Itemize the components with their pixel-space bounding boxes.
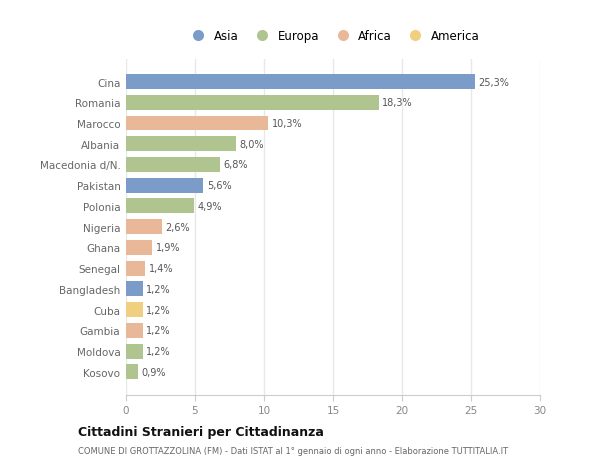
Text: 1,2%: 1,2% <box>146 326 170 336</box>
Bar <box>126 75 475 90</box>
Text: 10,3%: 10,3% <box>272 119 302 129</box>
Bar <box>126 116 268 131</box>
Text: 1,4%: 1,4% <box>149 263 173 274</box>
Text: 1,2%: 1,2% <box>146 284 170 294</box>
Legend: Asia, Europa, Africa, America: Asia, Europa, Africa, America <box>182 25 484 48</box>
Text: 25,3%: 25,3% <box>479 78 509 87</box>
Bar <box>126 302 143 318</box>
Text: 5,6%: 5,6% <box>207 181 232 191</box>
Bar <box>126 364 139 380</box>
Bar <box>126 158 220 173</box>
Text: 4,9%: 4,9% <box>197 202 221 212</box>
Bar <box>126 261 145 276</box>
Bar <box>126 220 162 235</box>
Bar <box>126 179 203 193</box>
Text: 6,8%: 6,8% <box>223 160 248 170</box>
Text: COMUNE DI GROTTAZZOLINA (FM) - Dati ISTAT al 1° gennaio di ogni anno - Elaborazi: COMUNE DI GROTTAZZOLINA (FM) - Dati ISTA… <box>78 446 508 455</box>
Bar <box>126 282 143 297</box>
Bar <box>126 323 143 338</box>
Bar <box>126 344 143 359</box>
Text: Cittadini Stranieri per Cittadinanza: Cittadini Stranieri per Cittadinanza <box>78 425 324 438</box>
Text: 18,3%: 18,3% <box>382 98 413 108</box>
Text: 1,2%: 1,2% <box>146 347 170 356</box>
Text: 2,6%: 2,6% <box>166 222 190 232</box>
Bar <box>126 95 379 111</box>
Text: 0,9%: 0,9% <box>142 367 166 377</box>
Bar <box>126 199 194 214</box>
Bar <box>126 241 152 255</box>
Text: 1,9%: 1,9% <box>155 243 180 253</box>
Bar <box>126 137 236 152</box>
Text: 8,0%: 8,0% <box>240 140 265 150</box>
Text: 1,2%: 1,2% <box>146 305 170 315</box>
